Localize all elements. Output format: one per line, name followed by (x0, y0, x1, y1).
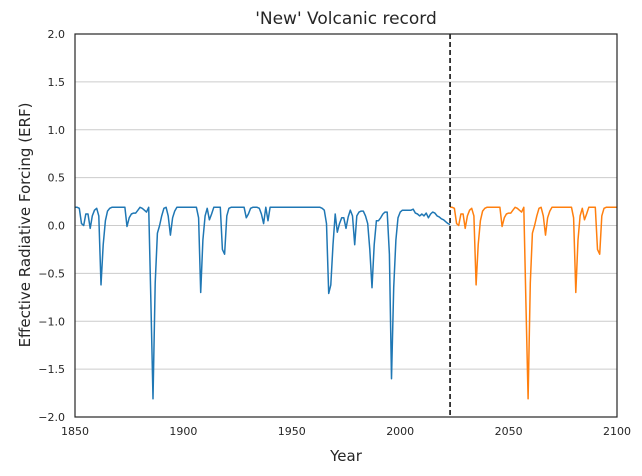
y-tick-label: 1.5 (48, 76, 66, 89)
y-tick-label: −1.5 (38, 363, 65, 376)
y-tick-label: 1.0 (48, 124, 66, 137)
series-line-1 (75, 206, 451, 400)
x-tick-label: 1950 (278, 425, 306, 438)
x-axis-ticks: 1850 1900 1950 2000 2050 2100 (61, 425, 631, 438)
y-tick-label: 2.0 (48, 28, 66, 41)
y-tick-label: 0.5 (48, 172, 66, 185)
series-group (75, 206, 617, 400)
y-axis-ticks: −2.0 −1.5 −1.0 −0.5 0.0 0.5 1.0 1.5 2.0 (38, 28, 65, 424)
y-axis-label: Effective Radiative Forcing (ERF) (16, 103, 34, 348)
x-tick-label: 2100 (603, 425, 631, 438)
y-tick-label: −0.5 (38, 267, 65, 280)
y-tick-label: 0.0 (48, 220, 66, 233)
x-tick-label: 1900 (169, 425, 197, 438)
plot-frame (74, 33, 618, 418)
y-tick-label: −2.0 (38, 411, 65, 424)
x-axis-label: Year (329, 447, 363, 465)
y-tick-label: −1.0 (38, 315, 65, 328)
chart-title: 'New' Volcanic record (255, 9, 437, 29)
series-line-2 (450, 206, 617, 400)
x-tick-label: 2000 (386, 425, 414, 438)
x-tick-label: 1850 (61, 425, 89, 438)
x-tick-label: 2050 (495, 425, 523, 438)
